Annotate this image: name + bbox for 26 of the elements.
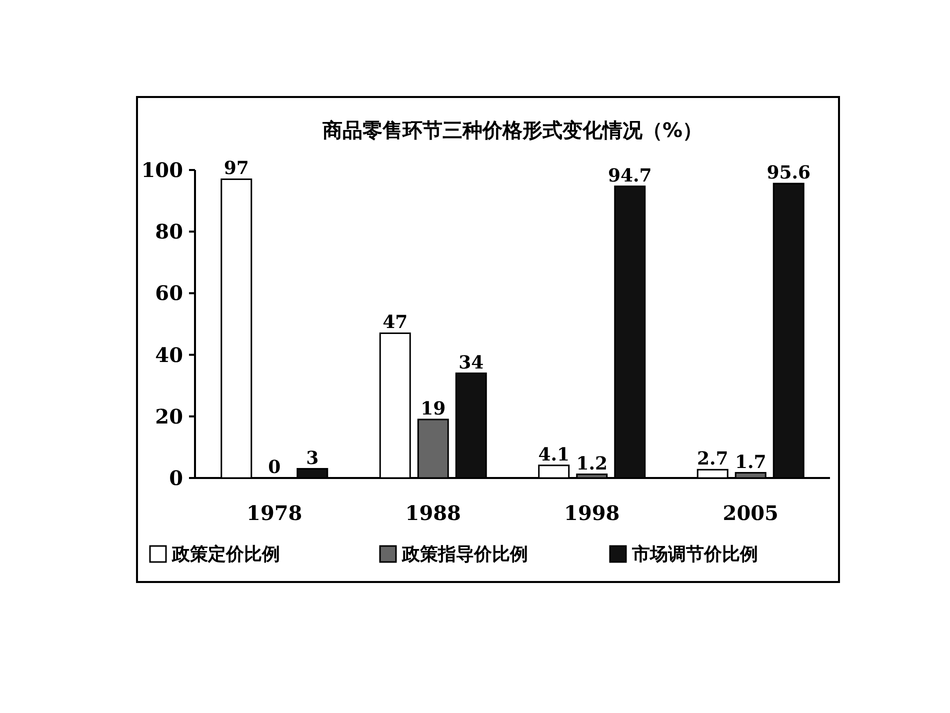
data-label: 3: [306, 448, 319, 469]
y-tick-label: 100: [141, 158, 183, 182]
y-tick-label: 0: [169, 466, 183, 490]
data-label: 1.7: [734, 452, 766, 473]
data-label: 97: [224, 158, 249, 180]
x-tick-label: 2005: [722, 501, 778, 525]
data-label: 34: [458, 352, 484, 374]
data-label: 0: [268, 457, 281, 478]
data-label: 47: [382, 312, 408, 334]
data-label: 19: [420, 398, 446, 420]
y-tick-label: 40: [155, 342, 183, 367]
chart-title: 商品零售环节三种价格形式变化情况（%）: [321, 118, 703, 142]
y-tick-label: 80: [155, 220, 183, 244]
legend-label: 市场调节价比例: [631, 544, 758, 565]
x-tick-label: 1978: [246, 501, 302, 525]
x-tick-label: 1988: [405, 501, 461, 525]
legend-label: 政策指导价比例: [401, 544, 528, 565]
y-tick-label: 60: [155, 281, 183, 306]
y-tick-label: 20: [155, 404, 183, 428]
data-label: 4.1: [538, 444, 570, 466]
legend-label: 政策定价比例: [171, 544, 280, 565]
x-tick-label: 1998: [564, 501, 620, 525]
data-label: 2.7: [696, 448, 728, 470]
data-label: 1.2: [576, 453, 608, 474]
data-label: 95.6: [766, 162, 811, 184]
data-label: 94.7: [608, 165, 652, 186]
